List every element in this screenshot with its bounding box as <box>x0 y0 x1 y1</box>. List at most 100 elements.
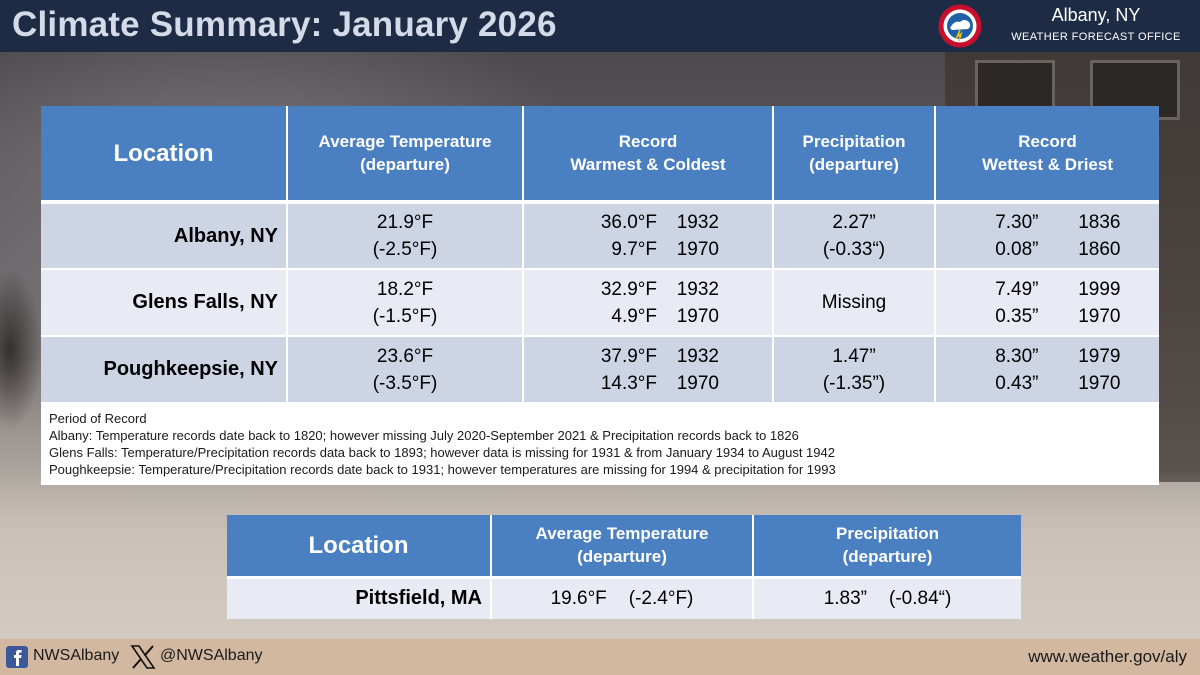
table-row: Pittsfield, MA 19.6°F (-2.4°F) 1.83” (-0.8… <box>227 577 1021 619</box>
record-wettest: 8.30” 1979 <box>936 343 1159 370</box>
row-city: Albany, NY <box>41 202 288 270</box>
table-row: Albany, NY 21.9°F (-2.5°F) 36.0°F 1932 9.… <box>41 202 1159 270</box>
header-text: Record <box>618 132 678 151</box>
cell-record-temperature: 32.9°F 1932 4.9°F 1970 <box>523 269 774 337</box>
record-driest: 0.43” 1970 <box>936 370 1159 397</box>
header-precipitation: Precipitation (departure) <box>753 515 1021 577</box>
record-value: 8.30” <box>995 345 1039 367</box>
header-text: (departure) <box>360 155 450 174</box>
record-year: 1932 <box>676 345 719 367</box>
cell-precipitation: Missing <box>773 269 936 337</box>
record-year: 1860 <box>1078 239 1121 260</box>
cell-precipitation: 2.27” (-0.33“) <box>773 202 936 270</box>
row-city: Pittsfield, MA <box>227 577 492 619</box>
website-link[interactable]: www.weather.gov/aly <box>1028 647 1187 666</box>
nws-logo-icon <box>938 4 982 48</box>
office-subtitle: WEATHER FORECAST OFFICE <box>1011 31 1181 43</box>
record-year: 1970 <box>1078 305 1121 327</box>
record-year: 1932 <box>676 212 719 233</box>
record-year: 1970 <box>676 305 719 327</box>
cell-average-temperature: 19.6°F (-2.4°F) <box>491 577 754 619</box>
avg-temp-departure: (-1.5°F) <box>372 305 438 327</box>
record-driest: 0.35” 1970 <box>936 303 1159 330</box>
climate-summary-table: Location Average Temperature (departure)… <box>41 106 1159 485</box>
record-value: 7.30” <box>995 212 1039 233</box>
avg-temp-value: 21.9°F <box>376 212 434 233</box>
header-text: (departure) <box>842 547 933 567</box>
record-value: 37.9°F <box>600 345 657 367</box>
record-year: 1970 <box>1078 372 1121 394</box>
record-value: 32.9°F <box>600 278 657 300</box>
avg-temp-departure: (-2.5°F) <box>372 239 438 260</box>
pittsfield-table: Location Average Temperature (departure)… <box>227 515 1021 619</box>
header-text: Precipitation <box>836 524 939 544</box>
period-of-record-notes: Period of Record Albany: Temperature rec… <box>41 403 1159 485</box>
header-location: Location <box>227 515 492 577</box>
footer-bar: NWSAlbany @NWSAlbany www.weather.gov/aly <box>0 639 1200 675</box>
header-average-temperature: Average Temperature (departure) <box>491 515 754 577</box>
cell-record-temperature: 37.9°F 1932 14.3°F 1970 <box>523 336 774 404</box>
avg-temp-value: 23.6°F <box>376 345 434 367</box>
cell-record-precipitation: 7.30” 1836 0.08” 1860 <box>935 202 1159 270</box>
record-warmest: 36.0°F 1932 <box>524 209 772 236</box>
x-logo-icon[interactable] <box>130 645 156 669</box>
record-value: 0.35” <box>995 305 1039 327</box>
cell-average-temperature: 23.6°F (-3.5°F) <box>287 336 524 404</box>
record-value: 36.0°F <box>600 212 657 233</box>
note-line: Albany: Temperature records date back to… <box>49 428 799 443</box>
header-text: Warmest & Coldest <box>570 155 726 174</box>
cell-average-temperature: 21.9°F (-2.5°F) <box>287 202 524 270</box>
table-row: Glens Falls, NY 18.2°F (-1.5°F) 32.9°F 19… <box>41 269 1159 337</box>
record-coldest: 14.3°F 1970 <box>524 370 772 397</box>
precip-departure: (-0.33“) <box>822 239 886 260</box>
header-text: (departure) <box>577 547 667 567</box>
record-value: 0.08” <box>995 239 1039 260</box>
precip-departure: (-0.84“) <box>889 588 952 610</box>
avg-temp-departure: (-2.4°F) <box>628 588 694 610</box>
row-city: Poughkeepsie, NY <box>41 336 288 404</box>
avg-temp-value: 18.2°F <box>376 278 434 300</box>
page-title: Climate Summary: January 2026 <box>12 5 557 44</box>
record-value: 9.7°F <box>611 239 657 260</box>
record-year: 1932 <box>676 278 719 300</box>
record-warmest: 32.9°F 1932 <box>524 276 772 303</box>
record-wettest: 7.30” 1836 <box>936 209 1159 236</box>
record-year: 1836 <box>1078 212 1121 233</box>
cell-record-precipitation: 8.30” 1979 0.43” 1970 <box>935 336 1159 404</box>
header-precipitation: Precipitation (departure) <box>773 106 936 202</box>
record-wettest: 7.49” 1999 <box>936 276 1159 303</box>
x-handle[interactable]: @NWSAlbany <box>160 647 263 664</box>
record-value: 4.9°F <box>611 305 657 327</box>
cell-precipitation: 1.83” (-0.84“) <box>753 577 1021 619</box>
record-year: 1999 <box>1078 278 1121 300</box>
header-text: (departure) <box>809 155 899 174</box>
record-coldest: 9.7°F 1970 <box>524 236 772 263</box>
precip-departure: (-1.35”) <box>822 372 886 394</box>
note-line: Glens Falls: Temperature/Precipitation r… <box>49 445 835 460</box>
precip-value: 1.47” <box>832 345 876 367</box>
row-city: Glens Falls, NY <box>41 269 288 337</box>
record-coldest: 4.9°F 1970 <box>524 303 772 330</box>
header-location: Location <box>41 106 288 202</box>
facebook-icon[interactable] <box>6 646 28 668</box>
period-of-record-row: Period of Record Albany: Temperature rec… <box>41 403 1159 485</box>
cell-record-precipitation: 7.49” 1999 0.35” 1970 <box>935 269 1159 337</box>
header-record-temperature: Record Warmest & Coldest <box>523 106 774 202</box>
note-line: Poughkeepsie: Temperature/Precipitation … <box>49 462 836 477</box>
avg-temp-departure: (-3.5°F) <box>372 372 438 394</box>
office-name: Albany, NY <box>1051 5 1141 25</box>
table-row: Poughkeepsie, NY 23.6°F (-3.5°F) 37.9°F 1… <box>41 336 1159 404</box>
record-warmest: 37.9°F 1932 <box>524 343 772 370</box>
header-bar: Climate Summary: January 2026 Albany, NY… <box>0 0 1200 52</box>
table-header-row: Location Average Temperature (departure)… <box>41 106 1159 202</box>
record-year: 1979 <box>1078 345 1121 367</box>
header-record-precipitation: Record Wettest & Driest <box>935 106 1159 202</box>
record-value: 7.49” <box>995 278 1039 300</box>
cell-average-temperature: 18.2°F (-1.5°F) <box>287 269 524 337</box>
record-year: 1970 <box>676 239 719 260</box>
header-text: Wettest & Driest <box>982 155 1113 174</box>
header-text: Average Temperature <box>318 132 492 151</box>
facebook-handle[interactable]: NWSAlbany <box>33 647 120 664</box>
record-value: 0.43” <box>995 372 1039 394</box>
record-driest: 0.08” 1860 <box>936 236 1159 263</box>
